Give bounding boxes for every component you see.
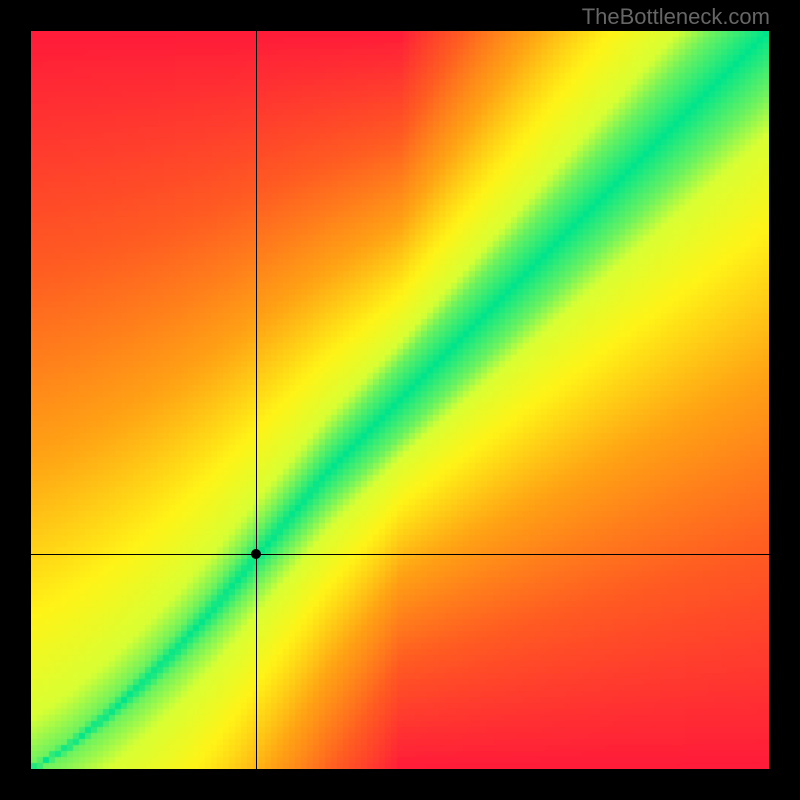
heatmap-plot — [31, 31, 769, 769]
crosshair-horizontal — [31, 554, 769, 555]
crosshair-vertical — [256, 31, 257, 769]
watermark-text: TheBottleneck.com — [582, 4, 770, 30]
heatmap-canvas — [31, 31, 769, 769]
crosshair-marker — [251, 549, 261, 559]
